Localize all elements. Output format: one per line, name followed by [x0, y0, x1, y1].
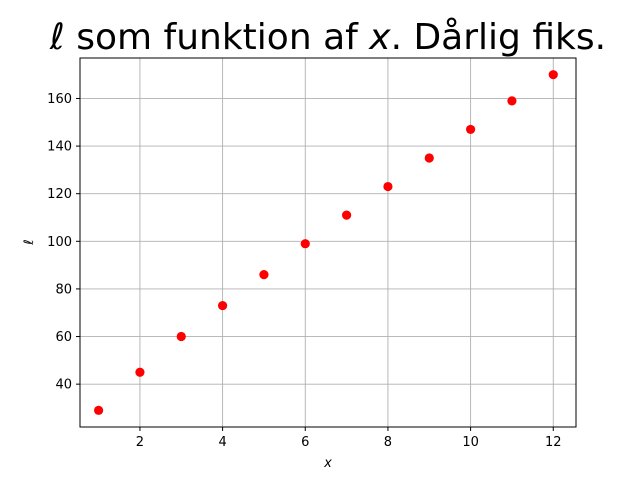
- chart-title-middle: som funktion af: [65, 17, 369, 58]
- y-tick-label: 140: [47, 140, 72, 155]
- data-point: [383, 181, 393, 192]
- data-point: [94, 405, 104, 415]
- x-tick-label: 4: [218, 435, 226, 450]
- data-point: [218, 300, 228, 311]
- y-tick-label: 80: [55, 282, 72, 297]
- y-tick-label: 160: [47, 92, 72, 107]
- points-layer: [94, 70, 558, 415]
- chart-title-suffix: . Dårlig fiks.: [391, 17, 607, 58]
- data-point: [135, 367, 145, 377]
- y-tick-label: 60: [55, 330, 72, 345]
- data-point: [424, 153, 434, 163]
- x-tick-label: 10: [462, 435, 479, 450]
- data-point: [548, 70, 558, 80]
- ticks-layer: 2 4 6 8 10 12 40 60 80 100 120 140 160: [47, 92, 561, 450]
- chart-title-prefix: ℓ: [49, 17, 65, 58]
- data-point: [300, 239, 310, 249]
- y-tick-label: 40: [55, 378, 72, 393]
- x-tick-label: 2: [136, 435, 144, 450]
- data-point: [507, 96, 517, 106]
- x-tick-label: 6: [301, 435, 309, 450]
- data-point: [466, 124, 476, 135]
- plot-frame: [79, 57, 577, 428]
- x-axis-label: x: [323, 456, 332, 471]
- y-tick-label: 100: [47, 235, 72, 250]
- y-tick-label: 120: [47, 187, 72, 202]
- chart-title: ℓ som funktion af x. Dårlig fiks.: [49, 17, 606, 58]
- chart-title-variable: x: [368, 17, 391, 58]
- x-tick-label: 8: [384, 435, 392, 450]
- y-axis-label: ℓ: [22, 239, 37, 245]
- x-tick-label: 12: [545, 435, 562, 450]
- data-point: [342, 210, 352, 220]
- data-point: [176, 331, 186, 342]
- data-point: [259, 270, 269, 280]
